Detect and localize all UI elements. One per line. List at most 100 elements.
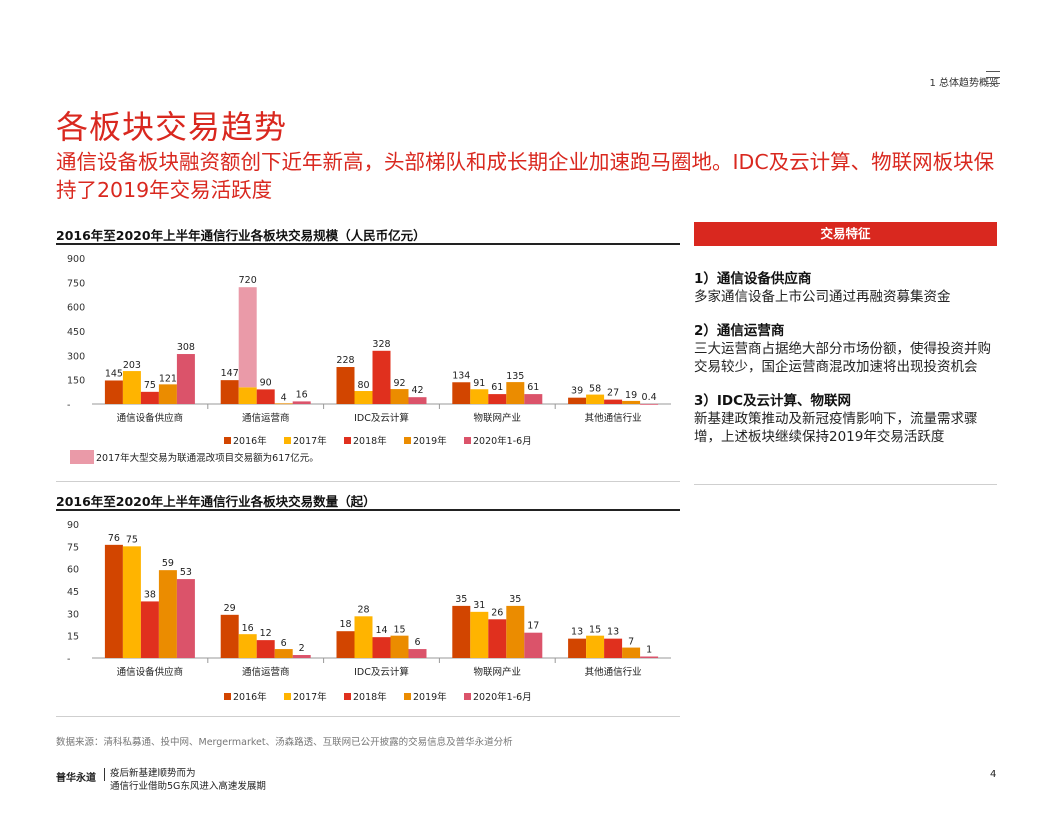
bar <box>408 397 427 404</box>
bar <box>372 637 391 658</box>
data-label: 13 <box>571 627 583 638</box>
data-label: 6 <box>281 638 287 649</box>
bar <box>238 387 257 404</box>
bar <box>372 350 391 404</box>
data-label: 53 <box>180 567 192 578</box>
data-label: 145 <box>105 368 123 379</box>
data-label: 720 <box>239 275 257 286</box>
feature-desc: 多家通信设备上市公司通过再融资募集资金 <box>694 289 951 305</box>
bar <box>568 638 587 658</box>
bar <box>354 616 373 658</box>
y-tick-label: 75 <box>67 542 79 553</box>
feature-title: 3）IDC及云计算、物联网 <box>694 393 852 409</box>
data-label: 26 <box>491 607 503 618</box>
bar <box>640 403 659 405</box>
bar <box>586 394 605 404</box>
bar <box>408 649 427 658</box>
bar <box>568 397 587 404</box>
y-tick-label: 60 <box>67 565 79 576</box>
legend-swatch <box>344 693 351 700</box>
legend-label: 2017年 <box>293 691 327 703</box>
feature-desc: 新基建政策推动及新冠疫情影响下，流量需求骤增，上述板块继续保持2019年交易活跃… <box>694 411 978 445</box>
x-tick-label: 其他通信行业 <box>585 666 642 678</box>
bar <box>158 384 177 404</box>
menu-icon[interactable] <box>986 71 1000 85</box>
bar <box>354 391 373 404</box>
chart1-title: 2016年至2020年上半年通信行业各板块交易规模（人民币亿元） <box>56 225 680 245</box>
bar <box>506 605 525 658</box>
bar <box>158 570 177 658</box>
bar <box>122 546 141 658</box>
data-label: 121 <box>159 373 177 384</box>
bar <box>176 579 195 658</box>
data-label: 6 <box>414 637 420 648</box>
footer-divider <box>104 768 105 781</box>
bar <box>524 632 543 658</box>
page-number: 4 <box>990 769 997 780</box>
data-label: 75 <box>144 380 156 391</box>
chart-note: 2017年大型交易为联通混改项目交易额为617亿元。 <box>96 452 319 464</box>
bar <box>336 367 355 404</box>
legend-swatch <box>284 437 291 444</box>
data-label: 328 <box>372 339 390 350</box>
bar <box>640 656 659 658</box>
data-label: 1 <box>646 645 652 656</box>
feature-item: 2）通信运营商 三大运营商占据绝大部分市场份额，使得投资并购交易较少，国企运营商… <box>694 322 997 376</box>
y-tick-label: 15 <box>67 632 79 643</box>
data-label: 13 <box>607 627 619 638</box>
bar <box>122 371 141 404</box>
legend-swatch <box>344 437 351 444</box>
bar <box>488 619 507 658</box>
legend-swatch <box>224 437 231 444</box>
legend-label: 2018年 <box>353 691 387 703</box>
bar <box>274 649 293 658</box>
data-label: 61 <box>527 382 539 393</box>
data-label: 90 <box>260 377 272 388</box>
bar <box>604 638 623 658</box>
bar <box>104 380 123 404</box>
data-label: 14 <box>375 625 387 636</box>
data-label: 27 <box>607 388 619 399</box>
y-tick-label: - <box>67 400 70 411</box>
y-tick-label: 30 <box>67 609 79 620</box>
bar <box>256 640 275 658</box>
data-label: 203 <box>123 360 141 371</box>
data-label: 7 <box>628 637 634 648</box>
bar <box>140 601 159 658</box>
x-tick-label: 通信运营商 <box>242 666 290 678</box>
bar <box>622 647 641 658</box>
data-label: 134 <box>452 370 470 381</box>
report-title-line1: 疫后新基建顺势而为 <box>110 768 196 779</box>
bar <box>506 382 525 404</box>
x-tick-label: 通信设备供应商 <box>117 412 184 424</box>
y-tick-label: 450 <box>67 327 85 338</box>
y-tick-label: 90 <box>67 520 79 531</box>
legend-label: 2018年 <box>353 435 387 447</box>
legend-label: 2020年1-6月 <box>473 691 532 703</box>
data-label: 4 <box>281 392 287 403</box>
legend-label: 2017年 <box>293 435 327 447</box>
footer-brand: 普华永道 <box>56 773 96 784</box>
legend-label: 2020年1-6月 <box>473 435 532 447</box>
data-label: 147 <box>221 368 239 379</box>
bar <box>470 611 489 658</box>
x-tick-label: 其他通信行业 <box>585 412 642 424</box>
data-label: 19 <box>625 390 637 401</box>
legend-swatch <box>284 693 291 700</box>
data-label: 80 <box>357 380 369 391</box>
features-header: 交易特征 <box>694 222 997 246</box>
bar <box>622 400 641 404</box>
bar <box>586 635 605 658</box>
legend-swatch <box>464 693 471 700</box>
x-tick-label: IDC及云计算 <box>354 412 409 424</box>
x-tick-label: 物联网产业 <box>474 666 522 678</box>
data-label: 15 <box>393 625 405 636</box>
bar <box>336 631 355 658</box>
data-label: 15 <box>589 625 601 636</box>
bar <box>452 605 471 658</box>
legend-swatch <box>224 693 231 700</box>
feature-item: 3）IDC及云计算、物联网 新基建政策推动及新冠疫情影响下，流量需求骤增，上述板… <box>694 392 997 446</box>
legend-label: 2019年 <box>413 435 447 447</box>
note-swatch <box>70 450 94 464</box>
